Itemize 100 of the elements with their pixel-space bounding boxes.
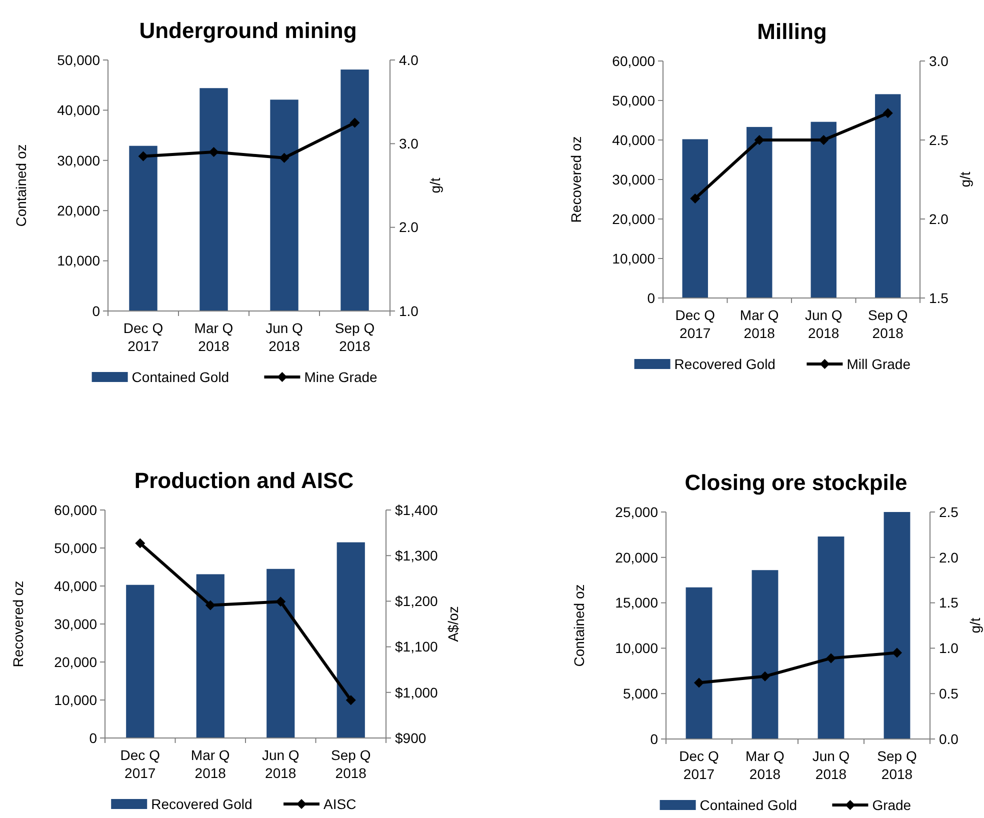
y-tick-label: 30,000 bbox=[612, 171, 656, 188]
x-tick-label: Sep Q 2018 bbox=[334, 320, 375, 354]
y-axis-title: Contained oz bbox=[13, 144, 29, 227]
y-tick-label: 10,000 bbox=[612, 250, 656, 266]
y-tick-label: 0 bbox=[92, 302, 100, 319]
y-tick-label: 0 bbox=[647, 290, 656, 306]
chart-title: Production and AISC bbox=[134, 468, 354, 493]
x-tick-label: Jun Q 2018 bbox=[812, 748, 850, 782]
point bbox=[350, 118, 360, 128]
bar bbox=[340, 70, 369, 311]
y-tick-label: 50,000 bbox=[54, 540, 98, 556]
legend-label: Mill Grade bbox=[846, 356, 911, 372]
bar bbox=[336, 542, 365, 738]
y2-tick-label: 1.0 bbox=[939, 640, 959, 656]
y2-tick-label: 2.0 bbox=[939, 549, 959, 566]
y2-tick-label: 4.0 bbox=[399, 52, 419, 68]
y-tick-label: 40,000 bbox=[612, 132, 656, 148]
y-tick-label: 30,000 bbox=[54, 616, 98, 632]
y2-tick-label: 3.0 bbox=[399, 136, 419, 152]
y2-axis-title: g/t bbox=[427, 178, 443, 194]
bar bbox=[196, 574, 224, 738]
y-tick-label: 30,000 bbox=[57, 152, 100, 168]
bar bbox=[200, 88, 228, 311]
y2-tick-label: 2.5 bbox=[929, 132, 949, 148]
y-tick-label: 50,000 bbox=[612, 92, 656, 108]
point bbox=[694, 678, 704, 688]
legend-label: Mine Grade bbox=[304, 368, 378, 385]
point bbox=[276, 596, 286, 607]
point bbox=[205, 600, 216, 610]
point bbox=[882, 108, 893, 118]
y2-tick-label: 1.5 bbox=[929, 290, 949, 306]
legend-label: AISC bbox=[324, 796, 356, 812]
legend-label: Contained Gold bbox=[132, 368, 230, 385]
legend-label: Recovered Gold bbox=[674, 356, 776, 372]
y-tick-label: 15,000 bbox=[615, 594, 658, 611]
x-tick-label: Dec Q 2017 bbox=[679, 748, 719, 782]
chart-title: Closing ore stockpile bbox=[684, 470, 908, 495]
y2-axis-title: A$/oz bbox=[445, 606, 461, 642]
y-tick-label: 20,000 bbox=[54, 654, 98, 670]
x-tick-label: Jun Q 2018 bbox=[804, 307, 842, 341]
y2-axis-title: g/t bbox=[957, 172, 973, 188]
y-tick-label: 60,000 bbox=[612, 52, 656, 69]
x-tick-label: Dec Q 2017 bbox=[123, 320, 164, 354]
x-tick-label: Dec Q 2017 bbox=[120, 747, 160, 781]
y-tick-label: 50,000 bbox=[57, 52, 100, 68]
point bbox=[690, 193, 700, 204]
x-tick-label: Jun Q 2018 bbox=[266, 320, 304, 354]
y2-tick-label: 2.0 bbox=[399, 219, 419, 236]
y-tick-label: 20,000 bbox=[57, 202, 100, 218]
y-tick-label: 10,000 bbox=[615, 640, 658, 656]
legend-label: Grade bbox=[872, 796, 912, 813]
bar bbox=[270, 100, 298, 311]
legend-label: Recovered Gold bbox=[151, 796, 252, 812]
y-axis-title: Recovered oz bbox=[568, 136, 584, 223]
bar bbox=[682, 139, 708, 298]
x-tick-label: Mar Q 2018 bbox=[194, 320, 234, 354]
bar bbox=[129, 146, 158, 311]
bar bbox=[818, 536, 844, 739]
x-tick-label: Mar Q 2018 bbox=[746, 748, 785, 782]
x-tick-label: Dec Q 2017 bbox=[675, 307, 716, 341]
y-tick-label: 40,000 bbox=[54, 578, 98, 594]
point bbox=[760, 671, 770, 682]
y-tick-label: 10,000 bbox=[57, 252, 100, 269]
y2-tick-label: 2.5 bbox=[939, 504, 959, 520]
bar bbox=[266, 568, 295, 738]
bar bbox=[686, 587, 712, 739]
y2-tick-label: $900 bbox=[395, 730, 426, 746]
y-tick-label: 60,000 bbox=[54, 502, 98, 518]
y-tick-label: 0 bbox=[650, 730, 658, 747]
legend-label: Contained Gold bbox=[700, 796, 798, 813]
point bbox=[892, 648, 902, 658]
x-tick-label: Jun Q 2018 bbox=[262, 747, 300, 781]
y2-tick-label: $1,200 bbox=[395, 593, 438, 610]
chart-title: Underground mining bbox=[139, 18, 357, 43]
y-tick-label: 0 bbox=[89, 730, 98, 746]
y-tick-label: 20,000 bbox=[615, 549, 658, 566]
y2-tick-label: 1.0 bbox=[399, 302, 419, 319]
y-tick-label: 20,000 bbox=[612, 210, 656, 227]
y2-tick-label: 3.0 bbox=[929, 52, 949, 69]
y2-tick-label: 2.0 bbox=[929, 210, 949, 227]
y-axis-title: Recovered oz bbox=[10, 580, 26, 668]
y2-tick-label: 0.5 bbox=[939, 686, 959, 702]
x-tick-label: Mar Q 2018 bbox=[740, 307, 779, 341]
chart-title: Milling bbox=[757, 19, 827, 44]
bar bbox=[752, 570, 778, 739]
y-tick-label: 10,000 bbox=[54, 692, 98, 708]
x-tick-label: Mar Q 2018 bbox=[190, 747, 230, 781]
bar bbox=[875, 94, 901, 298]
bar bbox=[884, 512, 910, 739]
y-axis-title: Contained oz bbox=[571, 584, 587, 667]
y2-axis-title: g/t bbox=[967, 618, 983, 634]
y-tick-label: 5,000 bbox=[622, 686, 658, 702]
x-tick-label: Sep Q 2018 bbox=[331, 747, 371, 781]
bar bbox=[126, 584, 154, 738]
y2-tick-label: $1,300 bbox=[395, 548, 438, 564]
y2-tick-label: 1.5 bbox=[939, 594, 959, 611]
y2-tick-label: $1,000 bbox=[395, 684, 438, 700]
x-tick-label: Sep Q 2018 bbox=[868, 307, 908, 341]
point bbox=[138, 151, 148, 162]
point bbox=[279, 152, 290, 163]
